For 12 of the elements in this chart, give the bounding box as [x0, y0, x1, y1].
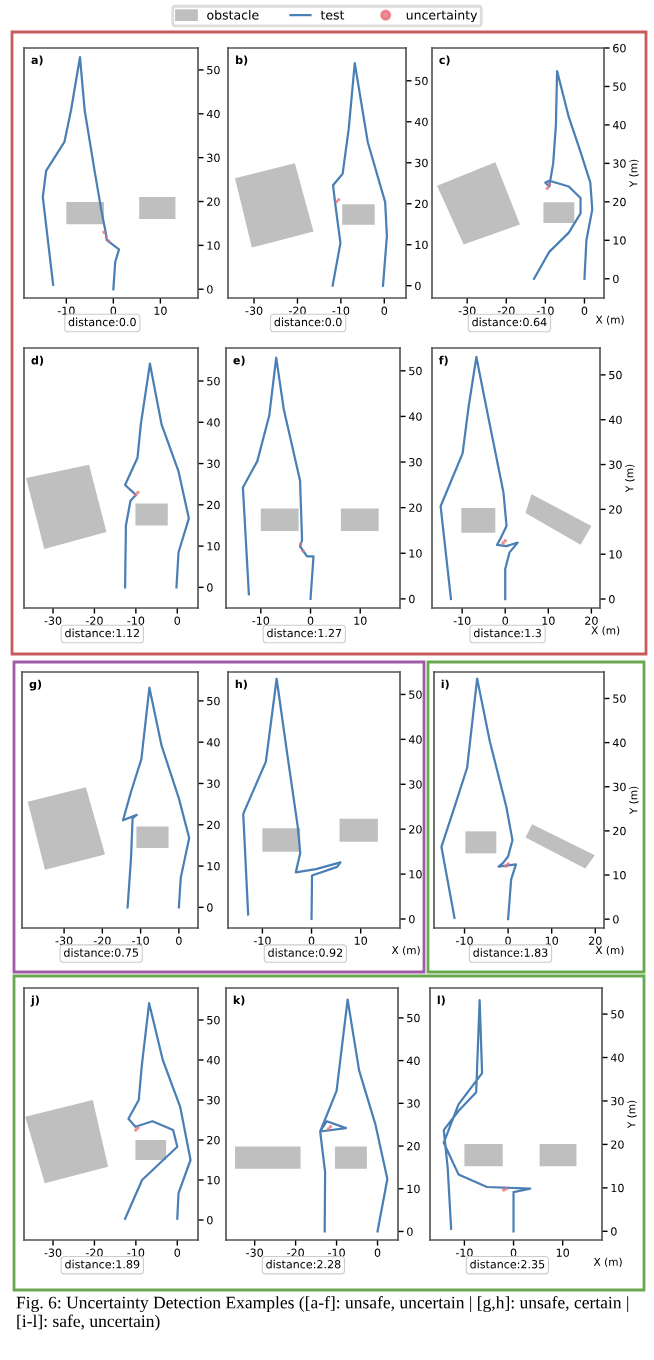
line-series	[123, 362, 190, 589]
line-series	[331, 62, 389, 287]
caption: Fig. 6: Uncertainty Detection Examples ([a-f]: unsafe, uncertain | [g,h]: unsafe, certain | [i-l]: safe, uncertain)	[16, 1296, 629, 1331]
line-series	[41, 56, 121, 291]
line-series	[241, 356, 315, 600]
line-series	[121, 686, 191, 909]
line-series	[319, 998, 389, 1233]
line-series	[123, 1002, 192, 1220]
line-series	[442, 999, 532, 1233]
line-series	[439, 355, 519, 601]
line-series	[532, 69, 594, 280]
line-series	[440, 677, 518, 921]
